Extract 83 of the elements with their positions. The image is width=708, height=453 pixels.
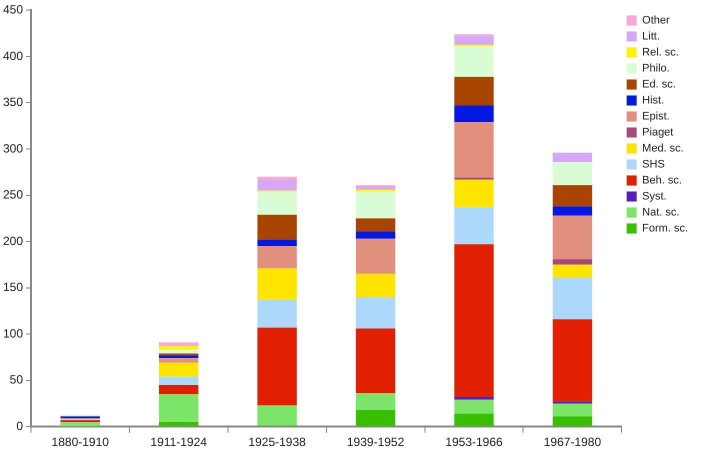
y-tick-label: 350 [2, 95, 24, 110]
bar [60, 422, 100, 426]
bar [552, 216, 592, 260]
bar [552, 278, 592, 320]
x-tick-label: 1967-1980 [544, 435, 602, 450]
bar [454, 180, 494, 208]
bar [158, 376, 198, 385]
bar [257, 176, 297, 180]
bar [158, 358, 198, 363]
bar [454, 207, 494, 244]
bar [454, 46, 494, 77]
bar [257, 300, 297, 328]
bar [552, 152, 592, 162]
bar [356, 192, 396, 218]
bar [356, 218, 396, 232]
x-tick-label: 1953-1966 [445, 435, 504, 450]
bar [454, 414, 494, 426]
bar [257, 268, 297, 300]
bar [552, 206, 592, 216]
bar [454, 244, 494, 397]
bar [158, 346, 198, 350]
legend-label: Nat. sc. [642, 206, 680, 219]
legend-label: Hist. [642, 94, 664, 107]
bar [257, 405, 297, 426]
bar [454, 400, 494, 414]
legend-label: SHS [642, 158, 665, 171]
bar [552, 403, 592, 416]
y-tick-label: 250 [2, 188, 24, 202]
legend-label: Piaget [642, 126, 674, 139]
legend-label: Med. sc. [642, 142, 684, 155]
bar [158, 394, 198, 422]
bar [552, 185, 592, 206]
bar [552, 264, 592, 278]
bar [356, 274, 396, 298]
y-tick-label: 100 [2, 326, 24, 340]
bar [356, 393, 396, 410]
x-tick-label: 1880-1910 [52, 435, 110, 450]
legend-label: Litt. [642, 30, 660, 43]
y-tick-label: 200 [2, 234, 24, 248]
y-tick-label: 300 [2, 141, 24, 156]
bar [257, 192, 297, 215]
legend-label: Rel. sc. [642, 46, 679, 59]
bar [454, 106, 494, 122]
bar [257, 240, 297, 246]
bar [158, 342, 198, 346]
bar [356, 328, 396, 394]
bar [356, 186, 396, 190]
legend-label: Epist. [642, 110, 670, 123]
bar [158, 350, 198, 354]
bar [356, 231, 396, 239]
legend-label: Philo. [642, 62, 670, 75]
bar [356, 238, 396, 274]
bar [356, 297, 396, 329]
bar [552, 162, 592, 186]
y-tick-label: 0 [16, 418, 24, 433]
bar [158, 355, 198, 358]
bar [454, 36, 494, 44]
bar [454, 76, 494, 106]
bar [257, 214, 297, 240]
bar [158, 362, 198, 377]
bar [454, 396, 494, 400]
y-tick-label: 50 [10, 372, 24, 387]
x-tick-label: 1925-1938 [248, 435, 306, 450]
bar [552, 319, 592, 402]
legend-label: Other [642, 14, 670, 27]
legend-label: Syst. [642, 190, 667, 203]
x-tick-label: 1911-1924 [150, 435, 208, 450]
y-tick-label: 150 [2, 280, 24, 294]
legend-label: Beh. sc. [642, 174, 682, 187]
bar [552, 416, 592, 426]
legend-label: Form. sc. [642, 222, 688, 235]
bar [454, 122, 494, 178]
bar [257, 246, 297, 268]
y-tick-label: 400 [2, 48, 24, 63]
x-tick-label: 1939-1952 [346, 435, 405, 450]
bar [158, 422, 198, 426]
bar [257, 180, 297, 191]
bar [257, 328, 297, 406]
legend-label: Ed. sc. [642, 78, 676, 91]
y-tick-label: 450 [2, 2, 24, 17]
bar [158, 384, 198, 394]
bar [356, 410, 396, 426]
bar [552, 259, 592, 265]
